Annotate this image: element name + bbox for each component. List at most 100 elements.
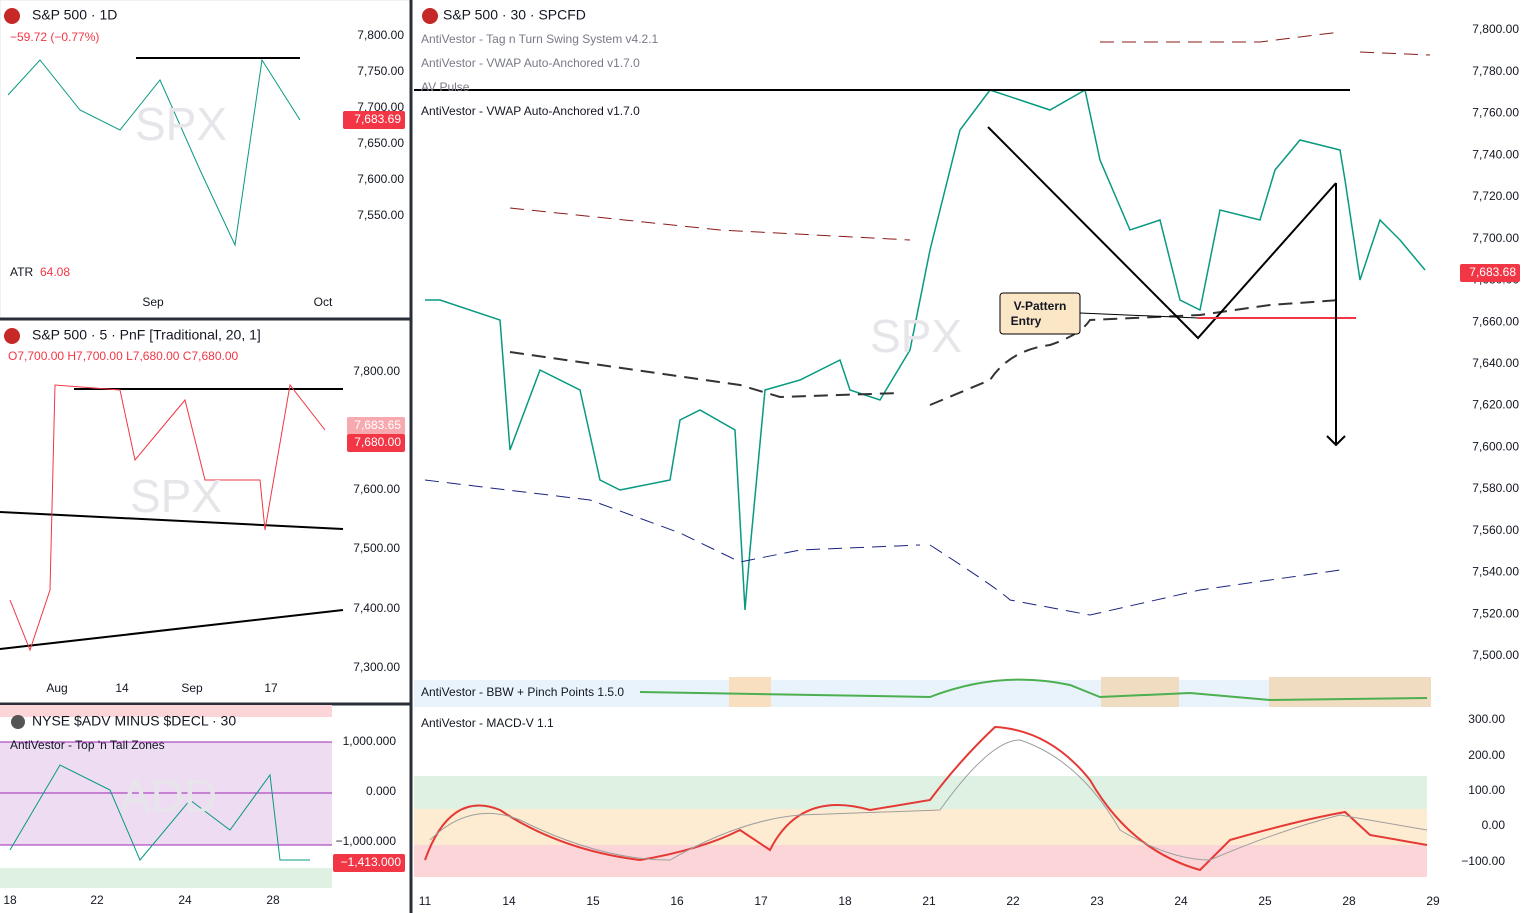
- macd-line: [424, 725, 1428, 872]
- axis-label: 7,700.00: [357, 100, 404, 114]
- axis-label: 1,000.000: [343, 734, 397, 748]
- axis-label: 7,560.00: [1472, 523, 1519, 537]
- axis-label: 7,600.00: [353, 482, 400, 496]
- last-price-box: [333, 854, 405, 872]
- axis-label: 7,800.00: [357, 28, 404, 42]
- axis-label: 7,580.00: [1472, 481, 1519, 495]
- symbol-icon: [422, 8, 438, 24]
- axis-label: Sep: [181, 681, 203, 695]
- v-pattern: [987, 126, 1337, 340]
- signal-line: [429, 739, 1428, 861]
- axis-label: 7,650.00: [357, 136, 404, 150]
- panel-title: S&P 500 · 1D: [32, 7, 117, 23]
- last-price-box: [1460, 264, 1520, 282]
- last-price-box: [343, 111, 405, 129]
- axis-label: 17: [754, 894, 768, 908]
- last-price: 7,683.68: [1469, 265, 1516, 279]
- axis-label: 7,600.00: [357, 172, 404, 186]
- axis-label: 7,500.00: [1472, 648, 1519, 662]
- box-price-box: [347, 434, 405, 452]
- target-arrow: [1326, 183, 1346, 447]
- last-price: −1,413.000: [341, 855, 402, 869]
- axis-label: Aug: [46, 681, 67, 695]
- zone: [0, 705, 332, 717]
- pinch: [1269, 677, 1431, 707]
- panel-title: NYSE $ADV MINUS $DECL · 30: [32, 713, 236, 729]
- pinch: [729, 677, 771, 707]
- watermark: ADD: [120, 770, 217, 822]
- axis-label: 7,640.00: [1472, 356, 1519, 370]
- axis-label: 0.00: [1482, 818, 1506, 832]
- axis-label: 7,400.00: [353, 601, 400, 615]
- axis-label: 14: [502, 894, 516, 908]
- pinch: [1101, 677, 1179, 707]
- indicator: AntiVestor - VWAP Auto-Anchored v1.7.0: [421, 104, 640, 118]
- axis-label: 29: [1426, 894, 1440, 908]
- vwap: [509, 299, 1341, 406]
- zone: [0, 868, 332, 888]
- bbw-band: [414, 680, 1427, 707]
- axis-label: −100.00: [1461, 854, 1505, 868]
- price-trace: [425, 88, 1426, 611]
- axis-label: 15: [586, 894, 600, 908]
- indicator: AntiVestor - Top 'n Tail Zones: [10, 738, 165, 752]
- watermark: SPX: [870, 310, 962, 362]
- indicator: AV Pulse: [421, 80, 470, 94]
- axis-label: 7,600.00: [1472, 439, 1519, 453]
- axis-label: 18: [838, 894, 852, 908]
- axis-label: 7,720.00: [1472, 189, 1519, 203]
- axis-label: 24: [178, 893, 192, 907]
- axis-label: 22: [90, 893, 104, 907]
- indicator-value: 64.08: [40, 265, 70, 279]
- symbol-icon: [4, 328, 20, 344]
- axis-label: 11: [419, 894, 432, 908]
- watermark: SPX: [135, 98, 227, 150]
- axis-label: 7,740.00: [1472, 147, 1519, 161]
- axis-label: 24: [1174, 894, 1188, 908]
- indicator: AntiVestor - BBW + Pinch Points 1.5.0: [421, 685, 624, 699]
- axis-label: 18: [3, 893, 17, 907]
- axis-label: 7,620.00: [1472, 398, 1519, 412]
- axis-label: 7,300.00: [353, 660, 400, 674]
- axis-label: 17: [264, 681, 278, 695]
- zone: [414, 776, 1427, 809]
- symbol-icon: [4, 8, 20, 24]
- indicator: ATR: [10, 265, 33, 279]
- axis-label: 7,700.00: [1472, 231, 1519, 245]
- pnf-trace: [9, 383, 326, 652]
- axis-label: Oct: [314, 295, 333, 309]
- axis-label: 7,540.00: [1472, 565, 1519, 579]
- axis-label: 7,760.00: [1472, 106, 1519, 120]
- axis-label: 7,780.00: [1472, 64, 1519, 78]
- last-price: 7,683.69: [354, 112, 401, 126]
- indicator: AntiVestor - VWAP Auto-Anchored v1.7.0: [421, 56, 640, 70]
- axis-label: 7,550.00: [357, 208, 404, 222]
- breadth-trace: [9, 764, 310, 861]
- axis-label: 7,520.00: [1472, 606, 1519, 620]
- axis-label: 14: [115, 681, 129, 695]
- axis-label: 200.00: [1468, 748, 1505, 762]
- axis-label: 7,800.00: [353, 364, 400, 378]
- axis-label: 300.00: [1468, 712, 1505, 726]
- watermark: SPX: [130, 470, 222, 522]
- panel-title: S&P 500 · 30 · SPCFD: [443, 7, 586, 23]
- axis-label: 0.000: [366, 784, 396, 798]
- axis-label: 23: [1090, 894, 1104, 908]
- indicator: AntiVestor - MACD-V 1.1: [421, 716, 554, 730]
- annotation: V-Pattern: [1014, 299, 1067, 313]
- panel-title: S&P 500 · 5 · PnF [Traditional, 20, 1]: [32, 327, 261, 343]
- annotation-box: [999, 292, 1081, 335]
- callout: [1079, 312, 1199, 319]
- axis-label: 25: [1258, 894, 1272, 908]
- vwap-band: [424, 479, 1341, 616]
- vwap-band: [509, 31, 1431, 241]
- axis-label: 28: [1342, 894, 1356, 908]
- zone: [414, 845, 1427, 877]
- axis-label: 7,750.00: [357, 64, 404, 78]
- axis-label: 100.00: [1468, 783, 1505, 797]
- axis-label: 28: [266, 893, 280, 907]
- last-price-box: [347, 417, 405, 435]
- indicator: AntiVestor - Tag n Turn Swing System v4.…: [421, 32, 659, 46]
- axis-label: 22: [1006, 894, 1020, 908]
